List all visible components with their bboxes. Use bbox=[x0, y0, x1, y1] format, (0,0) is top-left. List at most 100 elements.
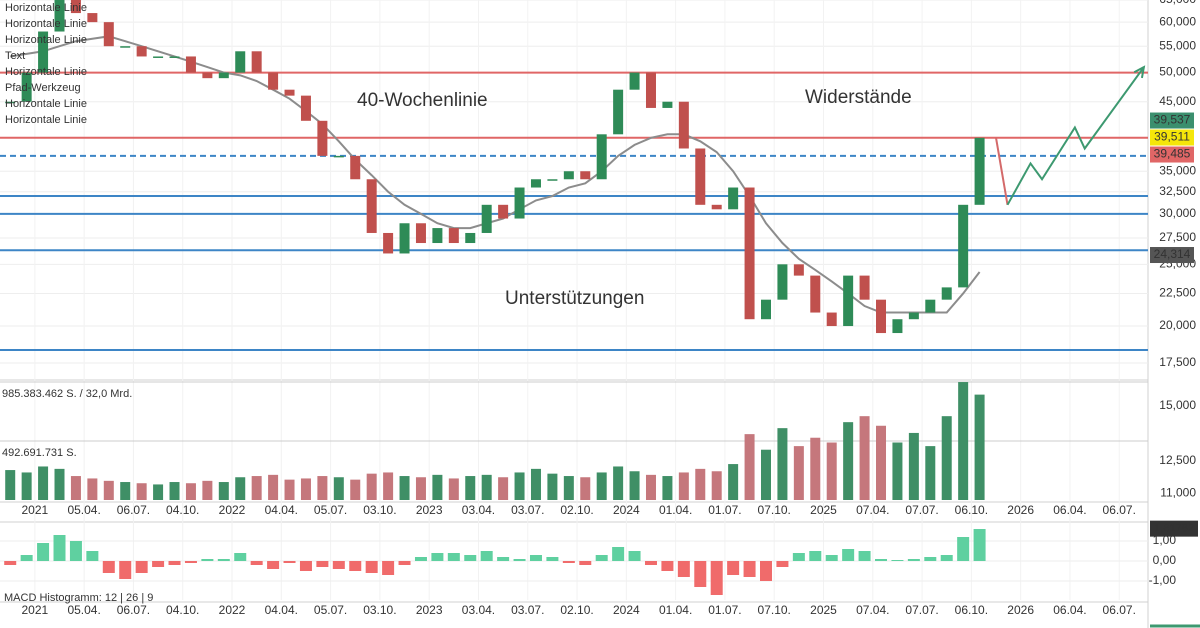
macd-title: MACD Histogramm: 12 | 26 | 9 bbox=[4, 592, 153, 604]
candle bbox=[38, 31, 49, 73]
annotation: Widerstände bbox=[805, 87, 912, 108]
volume-bar bbox=[251, 476, 262, 500]
candle bbox=[793, 264, 804, 276]
candle bbox=[596, 134, 607, 180]
candle bbox=[514, 187, 525, 219]
x-tick-label: 07.04. bbox=[856, 503, 889, 517]
price-label: 24,314 bbox=[1154, 247, 1191, 261]
x-tick-label: 05.07. bbox=[314, 503, 347, 517]
macd-bar bbox=[825, 555, 838, 561]
macd-bar bbox=[612, 547, 625, 561]
volume-bar bbox=[202, 480, 213, 500]
macd-bar bbox=[792, 553, 805, 561]
macd-bar bbox=[727, 561, 740, 575]
volume-bar bbox=[317, 476, 328, 500]
candle bbox=[678, 101, 689, 149]
candle bbox=[202, 72, 213, 79]
price-label-box bbox=[1150, 247, 1194, 264]
candle bbox=[908, 312, 919, 320]
macd-bar bbox=[743, 561, 756, 577]
x-tick-label: 06.07. bbox=[117, 503, 150, 517]
volume-bar bbox=[432, 474, 443, 500]
x-tick-label: 03.10. bbox=[363, 503, 396, 517]
volume-bar bbox=[760, 449, 771, 500]
macd-bar bbox=[628, 551, 641, 561]
macd-bar bbox=[907, 559, 920, 561]
volume-bar bbox=[185, 483, 196, 500]
macd-bar bbox=[842, 549, 855, 561]
candle bbox=[613, 89, 624, 135]
candle bbox=[218, 72, 229, 79]
volume-bar bbox=[892, 442, 903, 500]
x-tick-label: 02.10. bbox=[560, 503, 593, 517]
x-tick-label: 03.10. bbox=[363, 603, 396, 617]
x-tick-label: 07.07. bbox=[905, 603, 938, 617]
volume-bar bbox=[859, 416, 870, 500]
x-tick-label: 01.04. bbox=[659, 503, 692, 517]
volume-bar bbox=[777, 428, 788, 500]
candle bbox=[481, 204, 492, 233]
tool-label: Horizontale Linie bbox=[5, 2, 87, 14]
projection-path bbox=[1006, 66, 1145, 206]
macd-bar bbox=[69, 541, 82, 561]
candle bbox=[859, 275, 870, 300]
y-tick-label: 55,000 bbox=[1159, 38, 1196, 52]
x-tick-label: 02.10. bbox=[560, 603, 593, 617]
y-tick-label: 45,000 bbox=[1159, 94, 1196, 108]
macd-bar bbox=[332, 561, 345, 569]
x-tick-label: 06.10. bbox=[955, 503, 988, 517]
volume-bar bbox=[87, 478, 98, 500]
y-tick-label: 11,000 bbox=[1160, 486, 1196, 500]
macd-bar bbox=[546, 557, 559, 561]
candle bbox=[300, 95, 311, 121]
candle bbox=[645, 72, 656, 108]
candle bbox=[662, 101, 673, 108]
x-tick-label: 04.04. bbox=[265, 603, 298, 617]
macd-bar bbox=[119, 561, 132, 579]
x-tick-label: 2026 bbox=[1007, 603, 1034, 617]
candle bbox=[448, 228, 459, 244]
candle bbox=[136, 46, 147, 57]
volume-bar bbox=[662, 476, 673, 500]
x-tick-label: 04.04. bbox=[265, 503, 298, 517]
price-label: 39,537 bbox=[1154, 113, 1191, 127]
volume-bar bbox=[580, 477, 591, 500]
macd-bar bbox=[809, 551, 822, 561]
macd-bar bbox=[316, 561, 329, 567]
volume-bar bbox=[596, 472, 607, 500]
x-tick-label: 06.07. bbox=[1103, 503, 1136, 517]
macd-bar bbox=[776, 561, 789, 567]
volume-bar bbox=[448, 478, 459, 500]
volume-bar bbox=[284, 479, 295, 500]
x-tick-label: 03.04. bbox=[462, 503, 495, 517]
candle bbox=[5, 101, 16, 104]
y-tick-label: 32,500 bbox=[1159, 184, 1196, 198]
tool-label: Horizontale Linie bbox=[5, 34, 87, 46]
macd-bar bbox=[53, 535, 66, 561]
macd-bar bbox=[382, 561, 395, 575]
volume-bar bbox=[563, 476, 574, 500]
macd-bar bbox=[924, 557, 937, 561]
x-tick-label: 2022 bbox=[219, 503, 246, 517]
volume-bar bbox=[974, 394, 985, 500]
x-tick-label: 03.07. bbox=[511, 503, 544, 517]
moving-average bbox=[10, 35, 981, 314]
volume-bar bbox=[300, 478, 311, 500]
x-tick-label: 2021 bbox=[22, 503, 49, 517]
y-tick-label: 20,000 bbox=[1159, 318, 1196, 332]
macd-bar bbox=[973, 529, 986, 561]
candle bbox=[399, 223, 410, 254]
price-label: 39,511 bbox=[1154, 130, 1190, 144]
volume-bar bbox=[629, 471, 640, 500]
y-tick-label: 30,000 bbox=[1159, 206, 1196, 220]
candle bbox=[876, 299, 887, 334]
macd-bar bbox=[710, 561, 723, 595]
macd-bar bbox=[661, 561, 674, 571]
x-tick-label: 06.04. bbox=[1053, 603, 1086, 617]
x-tick-label: 07.10. bbox=[758, 503, 791, 517]
candle bbox=[54, 0, 65, 32]
macd-bar bbox=[431, 553, 444, 561]
macd-bar bbox=[201, 559, 214, 561]
volume-bar bbox=[876, 425, 887, 500]
candle bbox=[843, 275, 854, 327]
